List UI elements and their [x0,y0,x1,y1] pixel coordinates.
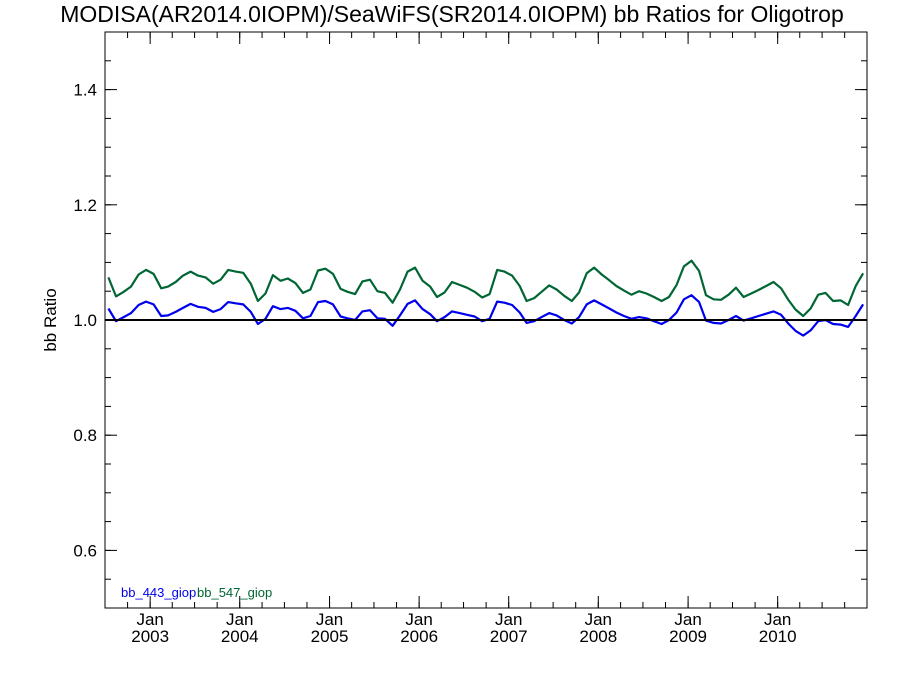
x-tick-year-label: 2004 [221,627,259,646]
y-tick-label: 1.4 [73,81,97,100]
x-tick-month-label: Jan [316,610,343,629]
plot-area: 0.60.81.01.21.4Jan2003Jan2004Jan2005Jan2… [73,31,867,646]
x-tick-year-label: 2008 [579,627,617,646]
x-tick-year-label: 2006 [400,627,438,646]
x-tick-month-label: Jan [764,610,791,629]
x-tick-year-label: 2010 [759,627,797,646]
x-tick-month-label: Jan [495,610,522,629]
chart-title: MODISA(AR2014.0IOPM)/SeaWiFS(SR2014.0IOP… [60,1,844,27]
x-tick-month-label: Jan [585,610,612,629]
x-tick-year-label: 2007 [490,627,528,646]
y-tick-label: 0.8 [73,426,97,445]
x-tick-month-label: Jan [136,610,163,629]
x-tick-month-label: Jan [674,610,701,629]
x-tick-year-label: 2005 [311,627,349,646]
series-line-bb_547_giop [107,259,865,318]
legend-entry-bb_547_giop: bb_547_giop [197,585,272,600]
y-axis-label: bb Ratio [41,288,60,351]
series-line-bb_443_giop [107,294,865,337]
x-tick-year-label: 2003 [131,627,169,646]
y-tick-label: 1.2 [73,196,97,215]
legend-entry-bb_443_giop: bb_443_giop [121,585,196,600]
plot-frame [104,31,868,609]
y-tick-label: 0.6 [73,541,97,560]
x-tick-year-label: 2009 [669,627,707,646]
y-tick-label: 1.0 [73,311,97,330]
x-tick-month-label: Jan [226,610,253,629]
x-tick-month-label: Jan [405,610,432,629]
